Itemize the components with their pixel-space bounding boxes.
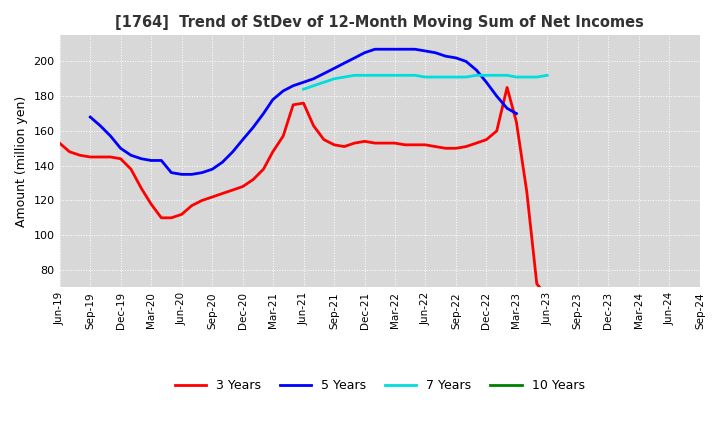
Title: [1764]  Trend of StDev of 12-Month Moving Sum of Net Incomes: [1764] Trend of StDev of 12-Month Moving… <box>115 15 644 30</box>
Y-axis label: Amount (million yen): Amount (million yen) <box>15 96 28 227</box>
Line: 7 Years: 7 Years <box>304 75 547 89</box>
Line: 3 Years: 3 Years <box>60 88 547 296</box>
Legend: 3 Years, 5 Years, 7 Years, 10 Years: 3 Years, 5 Years, 7 Years, 10 Years <box>170 374 590 397</box>
Line: 5 Years: 5 Years <box>90 49 516 174</box>
